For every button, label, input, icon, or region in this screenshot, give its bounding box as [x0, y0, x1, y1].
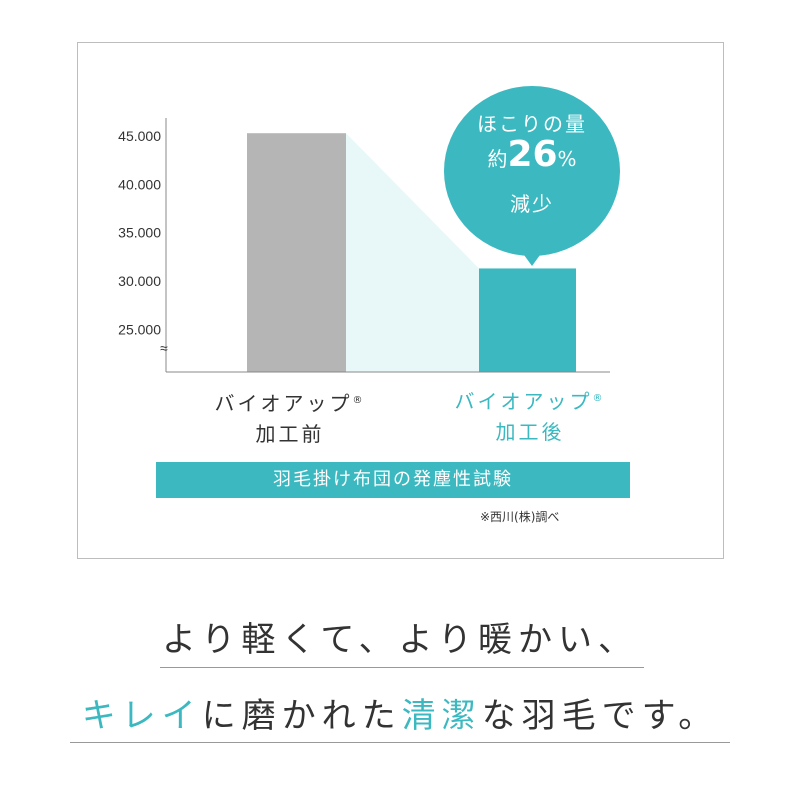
category-label-after: バイオアップ® 加工後 — [454, 389, 606, 444]
bar-0 — [247, 133, 346, 372]
chart-frame — [77, 42, 724, 559]
headline-underline-1 — [160, 667, 644, 668]
axis-break-icon: ≈ — [160, 340, 168, 356]
y-tick-label: 45.000 — [118, 128, 161, 144]
y-tick-label: 25.000 — [118, 321, 161, 337]
chart-title-banner: 羽毛掛け布団の発塵性試験 — [156, 462, 630, 498]
connector-area — [346, 133, 479, 372]
headline-line1: より軽くて、より暖かい、 — [162, 620, 638, 660]
y-tick-label: 40.000 — [118, 176, 161, 192]
callout-line2: 約26% — [487, 134, 577, 175]
category-label-before: バイオアップ® 加工前 — [214, 391, 366, 446]
callout-line1: ほこりの量 — [477, 112, 587, 136]
y-tick-label: 30.000 — [118, 273, 161, 289]
callout-line3: 減少 — [510, 192, 554, 216]
bar-chart: 25.000 30.000 35.000 40.000 45.000 ≈ — [118, 118, 610, 373]
bar-1 — [479, 268, 576, 372]
source-note: ※西川(株)調べ — [480, 510, 560, 524]
headline-line2: キレイに磨かれた清潔な羽毛です。 — [81, 696, 719, 736]
y-tick-label: 35.000 — [118, 225, 161, 241]
reduction-callout-bubble: ほこりの量 約26% 減少 — [444, 86, 620, 266]
headline-underline-2 — [70, 742, 730, 743]
